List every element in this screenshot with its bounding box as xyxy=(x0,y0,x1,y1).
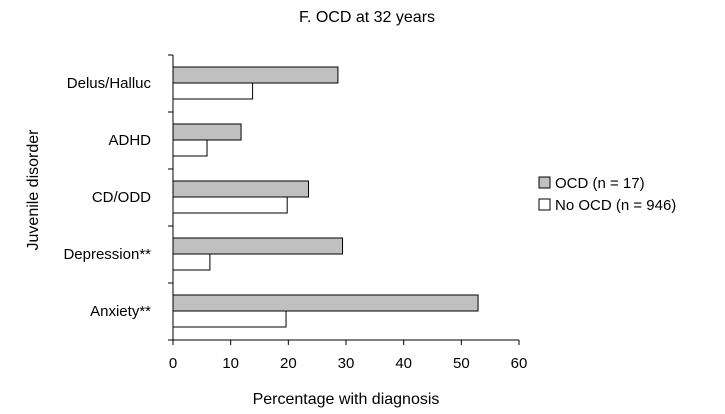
x-tick-label: 30 xyxy=(338,355,355,372)
bar-ocd xyxy=(172,294,479,312)
category-label: Depression** xyxy=(63,246,151,263)
bar-no-ocd xyxy=(172,82,254,100)
bar-no-ocd xyxy=(172,310,287,328)
legend-label: OCD (n = 17) xyxy=(555,175,645,192)
x-tick-label: 40 xyxy=(395,355,412,372)
x-tick-label: 10 xyxy=(222,355,239,372)
bar-ocd xyxy=(172,237,344,255)
chart-title: F. OCD at 32 years xyxy=(299,9,435,26)
plot-area: 0 10 20 30 40 50 60 Delus/Halluc ADHD CD/ODD Depre… xyxy=(63,54,528,372)
x-tick-label: 20 xyxy=(280,355,297,372)
category-label: Delus/Halluc xyxy=(67,75,152,92)
bar-no-ocd xyxy=(172,253,211,271)
x-axis-label: Percentage with diagnosis xyxy=(253,391,440,408)
x-tick-label: 0 xyxy=(169,355,177,372)
bar-no-ocd xyxy=(172,196,288,214)
bar-ocd xyxy=(172,180,310,198)
y-axis-label: Juvenile disorder xyxy=(25,129,42,251)
category-label: CD/ODD xyxy=(92,189,151,206)
category-label: ADHD xyxy=(108,132,151,149)
x-tick-label: 50 xyxy=(453,355,470,372)
x-tick-label: 60 xyxy=(511,355,528,372)
category-label: Anxiety** xyxy=(90,303,151,320)
bar-ocd xyxy=(172,66,339,84)
bar-ocd xyxy=(172,123,242,141)
legend-label: No OCD (n = 946) xyxy=(555,197,676,214)
legend-swatch xyxy=(538,198,551,211)
legend: OCD (n = 17) No OCD (n = 946) xyxy=(538,175,676,214)
legend-swatch xyxy=(538,176,551,189)
bar-no-ocd xyxy=(172,139,208,157)
